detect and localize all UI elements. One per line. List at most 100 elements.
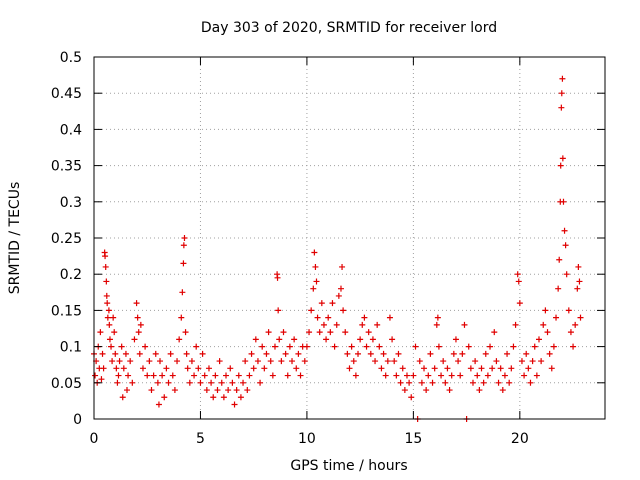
data-point (323, 336, 330, 343)
data-point (250, 365, 257, 372)
data-point (423, 387, 430, 394)
data-point (531, 343, 538, 350)
data-point (469, 379, 476, 386)
data-point (184, 365, 191, 372)
data-point (391, 358, 398, 365)
data-point (355, 350, 362, 357)
data-point (457, 372, 464, 379)
data-point (154, 379, 161, 386)
y-tick-label: 0.35 (51, 159, 82, 175)
x-tick-labels: 0 5 10 15 20 (90, 431, 529, 447)
data-point (380, 350, 387, 357)
data-point (167, 350, 174, 357)
data-point (235, 372, 242, 379)
data-point (327, 329, 334, 336)
data-point (157, 358, 164, 365)
data-point (104, 314, 111, 321)
x-tick-label: 0 (90, 431, 99, 447)
y-tick-label: 0.25 (51, 231, 82, 247)
data-point (412, 343, 419, 350)
y-tick-labels: 0 0.05 0.1 0.15 0.2 0.25 0.3 0.35 0.4 0.45 0.5 (51, 50, 82, 428)
x-tick-label: 5 (196, 431, 205, 447)
data-point (560, 198, 567, 205)
data-point (482, 350, 489, 357)
data-point (521, 372, 528, 379)
data-point (276, 336, 283, 343)
data-point (113, 365, 120, 372)
data-point (104, 300, 111, 307)
data-point (374, 321, 381, 328)
data-point (408, 394, 415, 401)
data-point (152, 350, 159, 357)
data-point (538, 358, 545, 365)
data-point (574, 285, 581, 292)
data-point (108, 343, 115, 350)
data-point (115, 372, 122, 379)
data-point (99, 350, 106, 357)
data-point (233, 387, 240, 394)
data-point (148, 387, 155, 394)
data-point (427, 350, 434, 357)
data-point (418, 379, 425, 386)
data-point (425, 372, 432, 379)
data-point (518, 358, 525, 365)
data-point (261, 365, 268, 372)
data-point (133, 300, 140, 307)
data-point (339, 263, 346, 270)
data-point (248, 350, 255, 357)
data-point (280, 329, 287, 336)
data-point (118, 343, 125, 350)
data-point (525, 365, 532, 372)
data-point (188, 358, 195, 365)
data-point (376, 343, 383, 350)
data-point (487, 343, 494, 350)
data-point (320, 321, 327, 328)
data-point (227, 365, 234, 372)
data-point (169, 372, 176, 379)
data-point (203, 387, 210, 394)
data-point (291, 336, 298, 343)
data-point (286, 343, 293, 350)
data-point (271, 343, 278, 350)
data-point (214, 387, 221, 394)
data-point (474, 372, 481, 379)
data-point (359, 321, 366, 328)
data-point (210, 394, 217, 401)
data-point (98, 376, 105, 383)
data-point (550, 343, 557, 350)
data-point (476, 387, 483, 394)
data-point (465, 343, 472, 350)
data-point (378, 365, 385, 372)
data-point (335, 292, 342, 299)
data-point (103, 278, 110, 285)
data-point (259, 343, 266, 350)
data-point (220, 394, 227, 401)
data-point (269, 372, 276, 379)
data-point (150, 372, 157, 379)
data-point (240, 379, 247, 386)
data-point (410, 372, 417, 379)
data-point (575, 263, 582, 270)
data-point (386, 314, 393, 321)
data-point (516, 300, 523, 307)
data-point (515, 278, 522, 285)
data-point (567, 329, 574, 336)
data-point (161, 394, 168, 401)
data-point (282, 350, 289, 357)
data-point (142, 343, 149, 350)
data-point (122, 350, 129, 357)
data-point (546, 350, 553, 357)
data-point (384, 358, 391, 365)
data-point (155, 401, 162, 408)
data-point (146, 358, 153, 365)
data-point (559, 75, 566, 82)
data-point (314, 314, 321, 321)
data-point (435, 343, 442, 350)
data-point (199, 350, 206, 357)
data-point (533, 372, 540, 379)
data-point (480, 379, 487, 386)
data-point (352, 372, 359, 379)
data-point (254, 358, 261, 365)
data-point (416, 358, 423, 365)
data-point (529, 358, 536, 365)
